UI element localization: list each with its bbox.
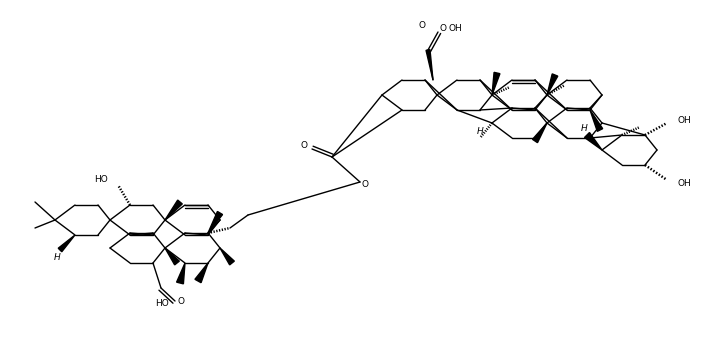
Polygon shape [547, 74, 558, 95]
Polygon shape [165, 248, 180, 265]
Polygon shape [208, 211, 223, 233]
Polygon shape [533, 123, 547, 143]
Text: HO: HO [94, 175, 108, 183]
Polygon shape [426, 50, 433, 80]
Text: O: O [418, 20, 425, 30]
Text: H: H [477, 126, 483, 136]
Text: OH: OH [677, 116, 691, 125]
Polygon shape [177, 263, 185, 284]
Polygon shape [492, 72, 500, 95]
Text: OH: OH [448, 24, 462, 32]
Text: OH: OH [677, 178, 691, 187]
Text: H: H [581, 124, 587, 132]
Text: O: O [439, 24, 447, 32]
Text: O: O [301, 141, 307, 150]
Polygon shape [165, 200, 182, 220]
Text: H: H [54, 252, 60, 261]
Polygon shape [195, 263, 208, 283]
Polygon shape [58, 235, 75, 252]
Text: O: O [361, 180, 368, 188]
Polygon shape [220, 248, 234, 265]
Text: O: O [177, 297, 185, 306]
Polygon shape [584, 132, 602, 150]
Text: HO: HO [155, 298, 169, 307]
Polygon shape [590, 110, 602, 131]
